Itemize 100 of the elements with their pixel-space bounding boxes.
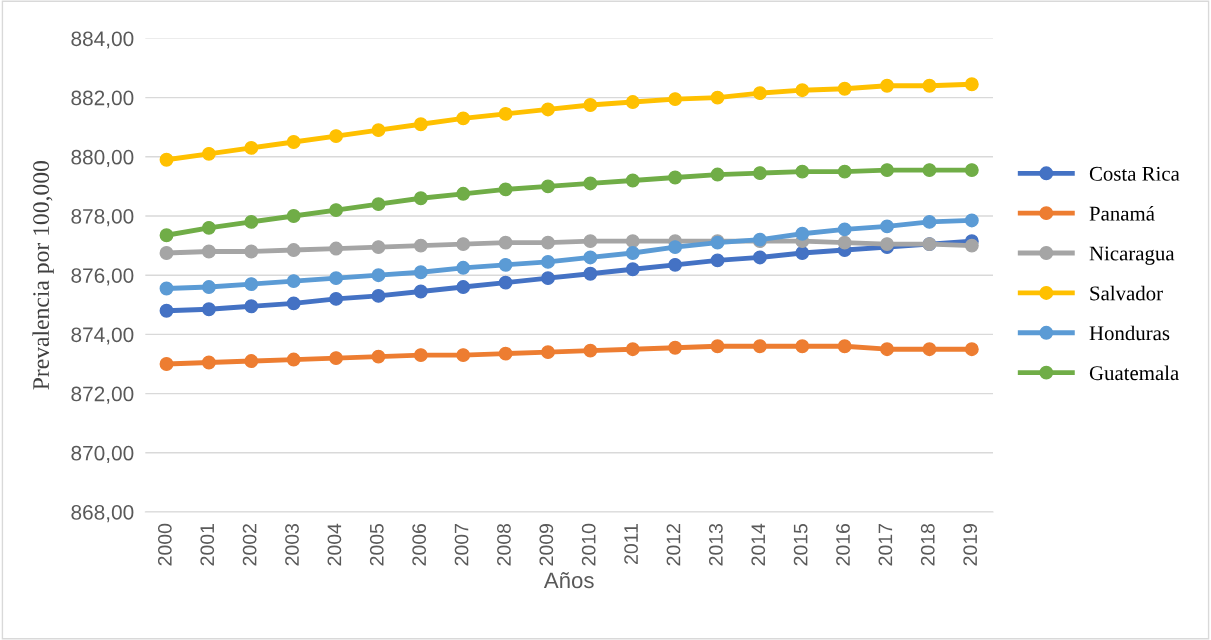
point <box>541 235 555 250</box>
point <box>583 176 598 191</box>
point <box>329 203 343 218</box>
point <box>371 268 386 283</box>
point <box>964 213 979 228</box>
point <box>625 342 640 357</box>
point <box>583 266 598 281</box>
point <box>286 274 301 289</box>
x-tick-label: 2018 <box>920 523 935 566</box>
point <box>837 164 852 179</box>
point <box>498 275 513 290</box>
point <box>668 240 683 255</box>
x-tick-label: 2019 <box>963 524 978 566</box>
point <box>880 219 895 234</box>
legend-label: Guatemala <box>1089 365 1179 381</box>
point <box>244 140 259 155</box>
point <box>244 244 259 259</box>
y-tick-label: 878,00 <box>71 209 134 227</box>
x-tick-label: 2008 <box>497 523 511 566</box>
point <box>541 271 555 286</box>
point <box>456 111 471 126</box>
x-tick-label: 2003 <box>285 523 299 566</box>
x-tick-label: 2004 <box>327 523 342 566</box>
point <box>286 209 301 223</box>
point <box>201 146 216 161</box>
point <box>922 78 937 93</box>
point <box>837 222 852 237</box>
point <box>964 238 979 253</box>
point <box>880 78 895 93</box>
point <box>456 260 471 275</box>
x-tick-label: 2001 <box>200 524 215 566</box>
point <box>625 234 640 249</box>
point <box>201 280 216 294</box>
point <box>964 342 979 357</box>
point <box>329 241 343 256</box>
point <box>371 197 386 212</box>
x-tick-label: 2014 <box>751 523 766 566</box>
y-tick-label: 872,00 <box>71 386 134 404</box>
point <box>541 254 555 269</box>
point <box>159 152 174 167</box>
x-tick-label: 2005 <box>369 523 384 566</box>
point <box>498 106 513 121</box>
y-tick-label: 884,00 <box>71 31 134 49</box>
point <box>456 186 471 201</box>
point <box>413 265 428 280</box>
y-tick-label: 876,00 <box>71 268 134 286</box>
point <box>668 92 683 107</box>
point <box>498 182 513 197</box>
legend-label: Nicaragua <box>1089 246 1175 265</box>
point <box>159 281 174 296</box>
point <box>286 243 301 257</box>
point <box>201 302 216 317</box>
point <box>244 354 259 368</box>
point <box>795 83 810 98</box>
point <box>583 250 598 265</box>
point <box>244 277 259 292</box>
x-tick-label: 2012 <box>666 524 681 566</box>
point <box>583 98 598 112</box>
legend-label: Panamá <box>1089 205 1155 221</box>
x-tick-label: 2013 <box>708 523 723 566</box>
point <box>837 81 852 96</box>
y-tick-label: 880,00 <box>71 149 134 168</box>
x-tick-label: 2002 <box>242 524 257 566</box>
point <box>752 86 767 101</box>
point <box>795 246 810 260</box>
point <box>795 164 810 179</box>
point <box>413 284 428 299</box>
point <box>371 349 386 364</box>
point <box>201 244 216 259</box>
point <box>752 339 767 354</box>
point <box>541 345 555 360</box>
point <box>583 234 598 249</box>
point <box>329 129 343 144</box>
point <box>880 163 895 178</box>
point <box>922 163 937 178</box>
point <box>922 342 937 357</box>
point <box>668 340 683 355</box>
point <box>922 214 937 229</box>
y-tick-label: 874,00 <box>71 327 134 345</box>
x-tick-label: 2016 <box>836 523 850 566</box>
point <box>625 95 640 109</box>
x-tick-label: 2000 <box>157 523 172 566</box>
point <box>625 262 640 277</box>
point <box>668 170 683 185</box>
y-tick-label: 870,00 <box>71 445 134 464</box>
point <box>413 191 428 206</box>
point <box>625 173 640 188</box>
point <box>625 246 640 260</box>
point <box>752 250 767 265</box>
point <box>710 339 725 354</box>
x-tick-label: 2006 <box>412 523 427 566</box>
point <box>159 228 174 243</box>
point <box>752 166 767 181</box>
x-tick-label: 2011 <box>624 524 638 564</box>
legend-label: Costa Rica <box>1089 166 1180 181</box>
point <box>329 291 343 306</box>
point <box>244 214 259 229</box>
point <box>541 179 555 194</box>
point <box>413 348 428 363</box>
point <box>583 343 598 358</box>
